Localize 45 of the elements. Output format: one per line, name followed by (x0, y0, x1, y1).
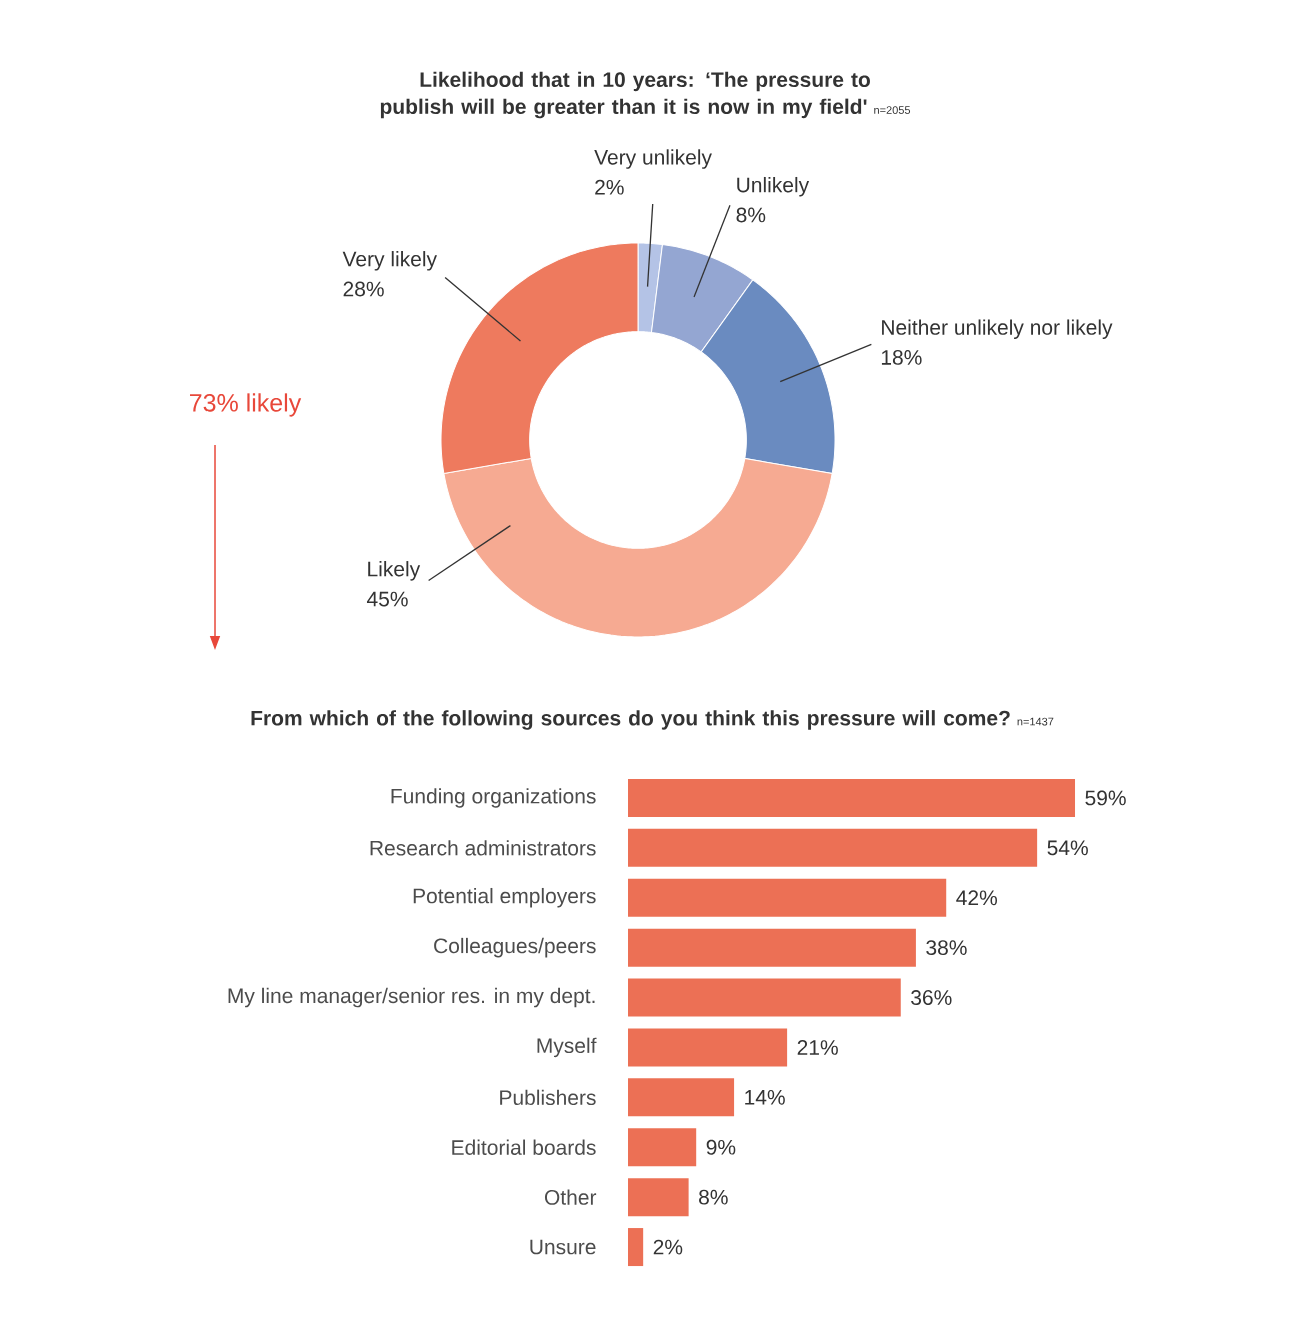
data-label: 59% (1085, 790, 1126, 806)
bar (628, 828, 1038, 867)
data-label: 45% (366, 591, 408, 607)
data-label: 36% (911, 990, 952, 1005)
data-label: 42% (956, 890, 998, 906)
y-tick-label: Potential employers (413, 887, 596, 908)
data-label: 28% (343, 281, 384, 297)
y-tick-label: Unsure (530, 1239, 596, 1255)
data-label: 8% (736, 207, 766, 223)
y-tick-label: Colleagues/peers (434, 937, 596, 958)
y-tick-label: Research administrators (370, 840, 596, 856)
chart-title: From which of the following sources do you think this pressure will come? (251, 710, 1010, 730)
y-tick-label: My line manager/senior res. in my dept. (228, 987, 595, 1008)
slice-label: Likely (368, 561, 421, 581)
data-label: 14% (745, 1089, 785, 1105)
slice-label: Unlikely (737, 176, 810, 197)
bar (628, 878, 947, 917)
chart-subtitle: n=2055 (874, 106, 911, 114)
chart-subtitle: n=1437 (1017, 717, 1054, 726)
y-tick-label: Funding organizations (391, 788, 596, 808)
bar (628, 928, 916, 967)
data-label: 38% (926, 940, 967, 956)
bar (628, 1078, 735, 1117)
text: 73% likely (190, 393, 302, 417)
y-tick-label: Myself (537, 1037, 597, 1058)
data-label: 2% (595, 179, 624, 195)
y-tick-label: Editorial boards (452, 1139, 596, 1155)
chart-title: Likelihood that in 10 years: ‘The pressure to publish will be greater than it is now in my field' (380, 71, 870, 119)
bar (628, 778, 1076, 817)
y-tick-label: Other (544, 1189, 597, 1205)
bar (628, 1178, 689, 1217)
bar (628, 1028, 788, 1067)
data-label: 21% (797, 1040, 838, 1055)
slice-label: Very unlikely (594, 149, 712, 169)
slice-label: Neither unlikely nor likely (882, 319, 1113, 340)
data-label: 8% (699, 1189, 728, 1205)
data-label: 2% (653, 1239, 683, 1255)
bar (628, 1228, 644, 1267)
bar (628, 1128, 697, 1167)
y-tick-label: Publishers (500, 1089, 596, 1106)
bar (628, 978, 901, 1017)
data-label: 54% (1047, 840, 1088, 856)
slice-label: Very likely (342, 251, 437, 271)
data-label: 18% (881, 349, 922, 365)
data-label: 9% (706, 1139, 736, 1155)
